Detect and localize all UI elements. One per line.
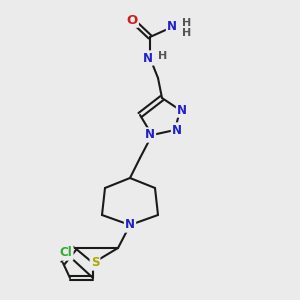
Text: S: S [91,256,99,269]
Text: N: N [177,103,187,116]
Text: Cl: Cl [60,247,72,260]
Text: H: H [158,51,167,61]
Text: N: N [125,218,135,232]
Text: H: H [182,18,191,28]
Text: N: N [145,128,155,142]
Text: N: N [172,124,182,136]
Text: N: N [167,20,177,32]
Text: N: N [143,52,153,64]
Text: O: O [126,14,138,26]
Text: H: H [182,28,191,38]
